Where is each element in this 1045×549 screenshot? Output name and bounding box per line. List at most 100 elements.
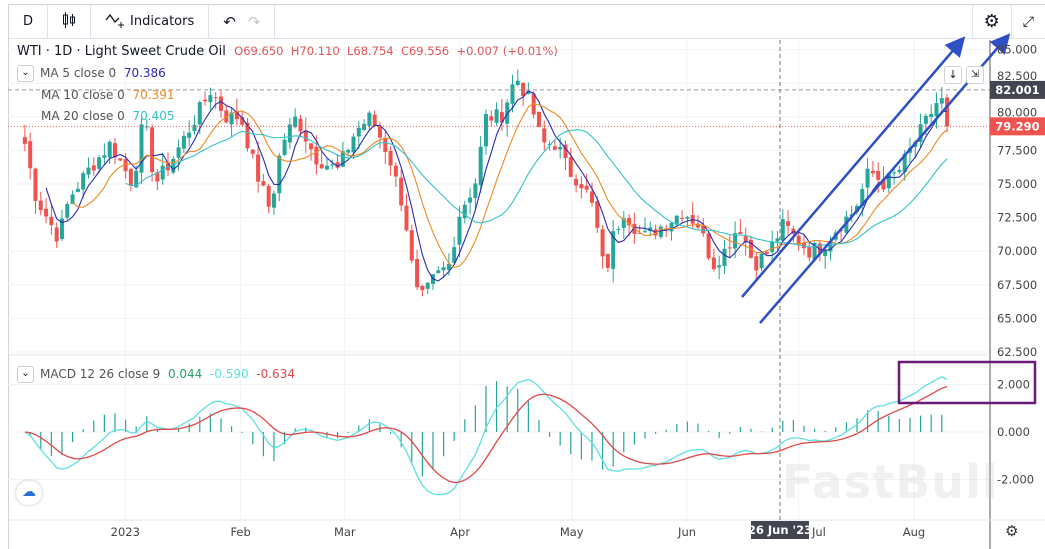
- candle: [75, 181, 80, 193]
- ma10-label: MA 10 close 0: [41, 88, 125, 102]
- candle: [664, 224, 669, 238]
- candle: [515, 69, 520, 87]
- interval-button[interactable]: D: [9, 4, 49, 39]
- candle: [372, 110, 377, 128]
- high-value: H70.110: [290, 44, 340, 58]
- candle: [128, 167, 133, 192]
- candle: [86, 157, 91, 179]
- current-price-label: [990, 117, 1045, 136]
- crosshair-date-label: [751, 521, 809, 539]
- fullscreen-icon: ⤢: [1022, 13, 1034, 30]
- candle: [441, 261, 446, 278]
- candle: [377, 122, 382, 149]
- candle: [139, 114, 144, 185]
- candle: [886, 173, 891, 193]
- candle: [399, 169, 404, 212]
- candle: [181, 131, 186, 153]
- macd-legend: ⌄ MACD 12 26 close 9 0.044 -0.590 -0.634: [17, 366, 295, 383]
- collapse-macd-button[interactable]: ⌄: [17, 366, 34, 383]
- time-tick: Mar: [334, 525, 356, 539]
- ma10-value: 70.391: [132, 88, 175, 102]
- candle: [367, 110, 372, 131]
- chart-toolbar: D Indicators ↶ ↷ ⚙ ⤢: [9, 4, 1045, 39]
- candle: [701, 218, 706, 237]
- candle: [277, 152, 282, 202]
- redo-icon[interactable]: ↷: [247, 12, 261, 31]
- candle: [319, 151, 324, 169]
- candle: [717, 255, 722, 280]
- ma20-label: MA 20 close 0: [41, 109, 125, 123]
- candle: [759, 252, 764, 272]
- candle: [510, 74, 515, 113]
- auto-scale-button[interactable]: ⇲: [966, 66, 984, 84]
- candle: [250, 148, 255, 159]
- candle: [309, 143, 314, 161]
- candle: [568, 147, 573, 178]
- candle: [415, 249, 420, 290]
- watermark: FastBull: [782, 455, 999, 509]
- chart-frame: [8, 4, 1045, 549]
- tradingview-logo-icon[interactable]: ☁: [16, 481, 42, 505]
- candle: [478, 136, 483, 193]
- price-tick: 80.000: [997, 105, 1037, 119]
- candle: [483, 109, 488, 155]
- ma20-value: 70.405: [132, 109, 175, 123]
- axis-settings-icon[interactable]: ⚙: [1005, 522, 1019, 540]
- candle: [213, 91, 218, 109]
- scroll-to-latest-button[interactable]: ↓: [944, 66, 962, 84]
- candle: [383, 130, 388, 164]
- candle: [642, 217, 647, 234]
- candle: [563, 140, 568, 170]
- undo-icon[interactable]: ↶: [223, 12, 236, 31]
- candle: [33, 167, 38, 215]
- candle: [870, 161, 875, 178]
- candle: [436, 265, 441, 274]
- candle: [658, 224, 663, 239]
- candle: [695, 215, 700, 230]
- macd-tick: -2.000: [997, 473, 1034, 487]
- candle: [542, 120, 547, 151]
- candle: [420, 284, 425, 297]
- candle: [425, 281, 430, 295]
- grid: [8, 40, 990, 520]
- candle: [49, 204, 54, 235]
- time-tick: Apr: [450, 525, 470, 539]
- price-tick: 85.000: [997, 43, 1037, 57]
- ma5-legend: ⌄ MA 5 close 0 70.386: [17, 65, 166, 82]
- price-tick: 82.500: [997, 69, 1037, 83]
- candle: [287, 117, 292, 149]
- candle: [271, 190, 276, 215]
- time-tick: Feb: [230, 525, 250, 539]
- time-tick: Jul: [811, 525, 826, 539]
- candle: [865, 158, 870, 197]
- candle: [558, 137, 563, 159]
- candle: [65, 201, 70, 221]
- fullscreen-button[interactable]: ⤢: [1010, 4, 1045, 39]
- candle: [266, 183, 271, 214]
- candle: [817, 239, 822, 262]
- candle: [823, 247, 828, 269]
- candle: [208, 87, 213, 110]
- candle: [780, 209, 785, 243]
- change-value: +0.007 (+0.01%): [456, 44, 558, 58]
- chart-type-button[interactable]: [48, 4, 92, 39]
- candles-icon: [62, 11, 76, 32]
- candle: [505, 99, 510, 137]
- candle: [393, 162, 398, 187]
- collapse-legend-button[interactable]: ⌄: [17, 65, 34, 82]
- candle: [579, 176, 584, 199]
- candle: [457, 206, 462, 258]
- candle: [102, 143, 107, 166]
- candle: [722, 239, 727, 274]
- price-tick: 77.500: [997, 143, 1037, 157]
- macd-tick: 0.000: [997, 425, 1030, 439]
- indicators-button[interactable]: Indicators: [91, 4, 210, 39]
- macd-hist-value: 0.044: [167, 367, 203, 381]
- settings-button[interactable]: ⚙: [971, 4, 1011, 39]
- candle: [727, 235, 732, 258]
- candle: [473, 178, 478, 209]
- candle: [192, 115, 197, 135]
- candle: [892, 167, 897, 185]
- ma5-label: MA 5 close 0: [40, 66, 117, 80]
